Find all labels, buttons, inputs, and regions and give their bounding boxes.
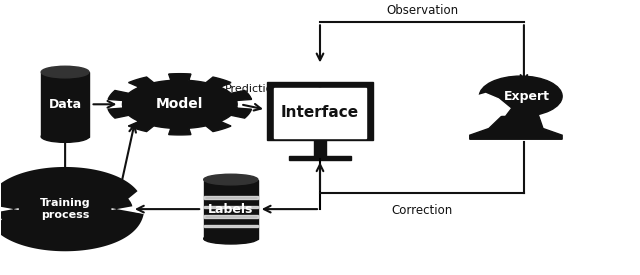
Bar — [41, 72, 89, 137]
Bar — [204, 225, 258, 227]
Bar — [268, 82, 372, 140]
Bar — [314, 139, 326, 156]
Bar — [204, 196, 258, 199]
Ellipse shape — [41, 66, 89, 78]
Text: Model: Model — [156, 97, 204, 111]
Bar — [289, 156, 351, 161]
Circle shape — [317, 84, 323, 87]
Polygon shape — [108, 74, 252, 135]
Text: Training
process: Training process — [40, 198, 90, 220]
Circle shape — [0, 181, 132, 237]
Polygon shape — [470, 108, 562, 139]
Text: Data: Data — [49, 98, 82, 111]
Bar — [274, 88, 366, 138]
Ellipse shape — [204, 233, 258, 244]
Text: Prediction: Prediction — [225, 84, 281, 94]
Text: Expert: Expert — [504, 90, 550, 103]
Ellipse shape — [479, 76, 562, 116]
Text: Correction: Correction — [391, 204, 452, 217]
Text: Interface: Interface — [281, 105, 359, 120]
Bar — [204, 215, 258, 218]
Bar — [204, 206, 258, 208]
Text: Labels: Labels — [208, 203, 253, 216]
Ellipse shape — [204, 174, 258, 185]
Polygon shape — [476, 94, 510, 115]
Bar — [204, 180, 258, 239]
Text: Observation: Observation — [386, 4, 458, 17]
Ellipse shape — [41, 131, 89, 142]
